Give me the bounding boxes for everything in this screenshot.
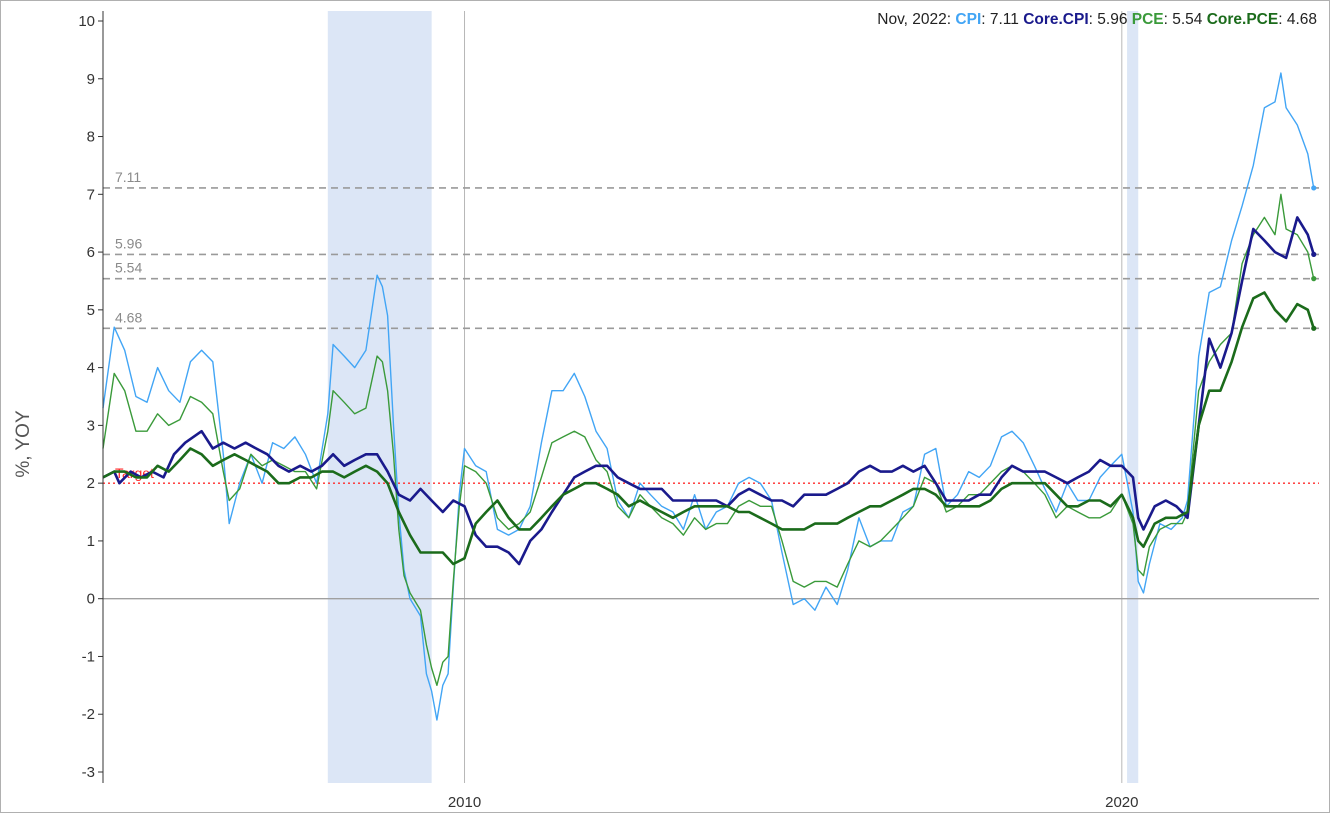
legend-name-core-cpi: Core.CPI [1023,11,1089,28]
x-gridlines [464,11,1123,783]
y-tick-label-4: 6 [87,244,95,261]
legend-colon: : [946,11,956,28]
y-tick-label-8: 2 [87,475,95,492]
legend-date: Nov, 2022 [877,11,947,28]
series-line-cpi [102,72,1315,721]
y-tick-label-6: 4 [87,360,95,377]
legend-value-core-pce: : 4.68 [1278,11,1317,28]
legend-value-pce: : 5.54 [1163,11,1207,28]
recession-band-0 [327,11,432,783]
reference-label-3: 4.68 [115,309,142,325]
legend-name-cpi: CPI [955,11,982,28]
legend-items: CPI: 7.11 Core.CPI: 5.96 PCE: 5.54 Core.… [955,11,1317,28]
recession-shading-group [327,11,1139,783]
series-lines [102,72,1315,721]
y-tick-label-0: 10 [78,13,95,30]
series-end-point-core-pce [1311,325,1317,331]
y-tick-label-3: 7 [87,186,95,203]
series-line-core-cpi [102,216,1315,566]
chart-legend: Nov, 2022: CPI: 7.11 Core.CPI: 5.96 PCE:… [877,11,1317,29]
series-end-point-cpi [1311,185,1317,191]
y-tick-label-7: 3 [87,417,95,434]
reference-label-0: 7.11 [115,169,141,185]
y-tick-label-13: -3 [82,764,95,781]
y-tick-label-10: 0 [87,591,95,608]
series-line-core-pce [102,291,1315,566]
y-tick-label-1: 9 [87,71,95,88]
y-tick-label-11: -1 [82,648,95,665]
legend-value-core-cpi: : 5.96 [1088,11,1132,28]
x-tick-label-2010: 2010 [448,794,481,811]
legend-name-pce: PCE [1131,11,1164,28]
x-tick-label-2020: 2020 [1105,794,1138,811]
y-tick-label-12: -2 [82,706,95,723]
y-axis-label: %, YOY [13,410,34,478]
reference-lines: 7.11 5.96 5.54 4.68 [103,169,1319,330]
y-tick-label-2: 8 [87,129,95,146]
legend-name-core-pce: Core.PCE [1206,11,1279,28]
recession-band-1 [1127,11,1139,783]
series-end-markers [1311,185,1317,331]
legend-value-cpi: : 7.11 [981,11,1024,28]
y-tick-label-9: 1 [87,533,95,550]
series-end-point-core-cpi [1311,251,1317,257]
reference-label-1: 5.96 [115,235,142,251]
y-tick-label-5: 5 [87,302,95,319]
reference-label-2: 5.54 [115,260,142,276]
series-line-pce [102,193,1315,686]
series-end-point-pce [1311,276,1317,282]
